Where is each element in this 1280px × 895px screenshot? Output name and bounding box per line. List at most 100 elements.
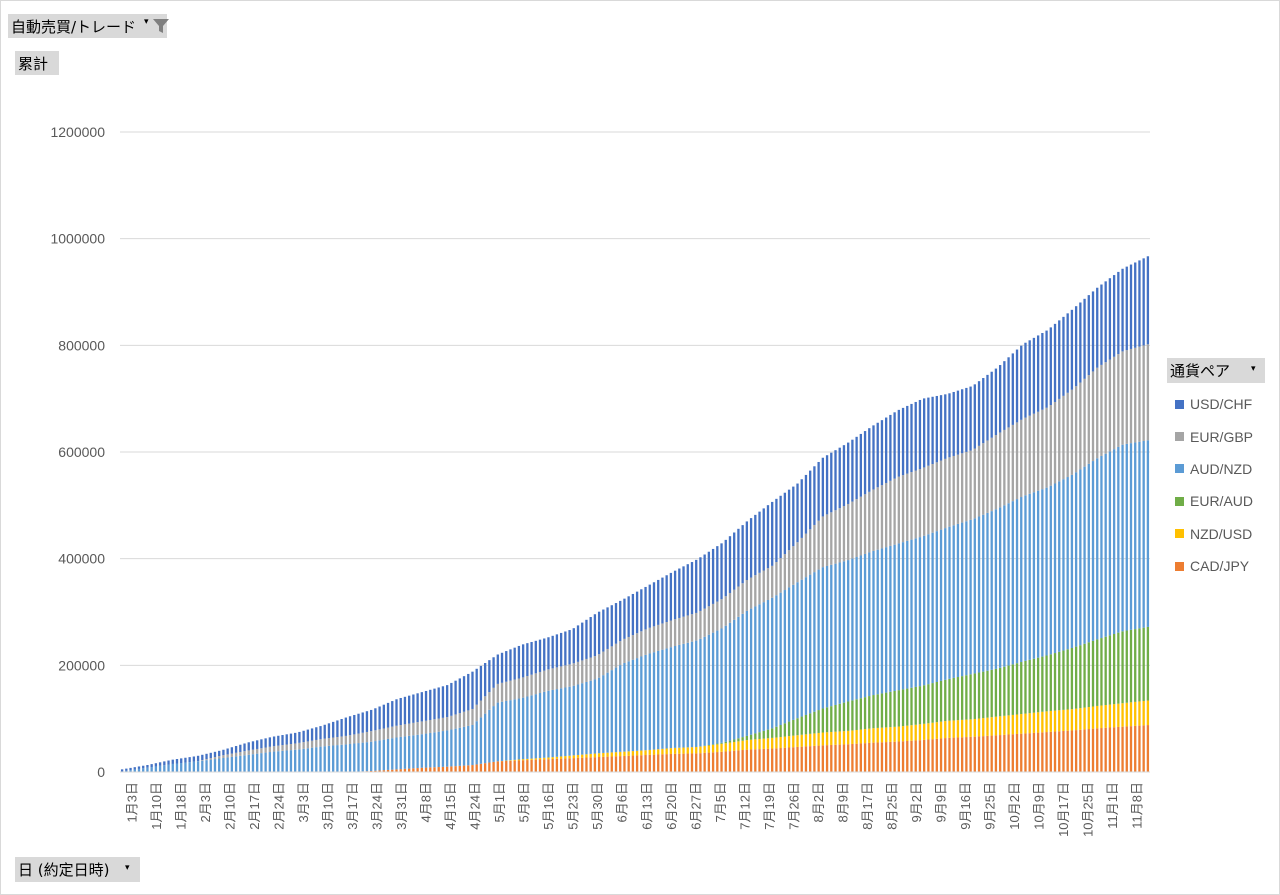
bar-segment-aud-nzd	[572, 685, 575, 756]
bar-segment-usd-chf	[901, 407, 905, 476]
bar-segment-usd-chf	[897, 409, 900, 477]
bar-segment-cad-jpy	[695, 753, 698, 772]
bar-segment-usd-chf	[420, 692, 423, 722]
chevron-down-icon[interactable]: ▾	[1251, 364, 1256, 374]
bar-segment-nzd-usd	[597, 753, 601, 757]
bar-segment-usd-chf	[125, 768, 128, 771]
bar-segment-cad-jpy	[960, 737, 964, 772]
bar-segment-cad-jpy	[842, 744, 846, 772]
legend-swatch	[1175, 464, 1184, 474]
bar-segment-eur-aud	[745, 735, 749, 741]
bar-segment-aud-nzd	[1049, 485, 1052, 655]
chevron-down-icon[interactable]: ▾	[125, 863, 130, 873]
bar-segment-nzd-usd	[733, 742, 736, 751]
chevron-down-icon[interactable]: ▾	[144, 17, 149, 27]
legend-field-button[interactable]: 通貨ペア ▾	[1167, 358, 1265, 383]
bar-segment-nzd-usd	[842, 731, 846, 745]
bar-segment-aud-nzd	[1121, 444, 1124, 632]
bar-segment-aud-nzd	[386, 738, 390, 770]
bar-segment-eur-gbp	[686, 615, 689, 643]
bar-segment-aud-nzd	[412, 735, 415, 769]
bar-segment-eur-aud	[998, 667, 1002, 717]
bar-segment-usd-chf	[205, 753, 208, 760]
bar-segment-eur-gbp	[800, 537, 803, 580]
value-field-button[interactable]: 累計	[15, 51, 59, 75]
legend-item[interactable]: AUD/NZD	[1175, 453, 1253, 485]
bar-segment-cad-jpy	[500, 761, 504, 772]
bar-segment-aud-nzd	[690, 641, 694, 748]
legend-item[interactable]: USD/CHF	[1175, 388, 1253, 420]
bar-segment-usd-chf	[762, 508, 765, 571]
bar-segment-eur-gbp	[230, 753, 234, 757]
bar-segment-nzd-usd	[880, 727, 884, 743]
x-tick-label: 7月19日	[762, 782, 777, 830]
x-tick-label: 7月5日	[713, 782, 728, 822]
legend-swatch	[1175, 561, 1184, 571]
report-filter-label: 自動売買/トレード	[11, 17, 137, 36]
bar-segment-aud-nzd	[340, 744, 343, 772]
bar-segment-cad-jpy	[479, 763, 483, 772]
bar-segment-nzd-usd	[1117, 703, 1120, 727]
bar-segment-usd-chf	[344, 717, 347, 736]
bar-segment-cad-jpy	[530, 759, 533, 772]
bar-segment-eur-aud	[817, 710, 820, 733]
bar-segment-eur-aud	[762, 730, 765, 739]
bar-segment-aud-nzd	[310, 747, 314, 772]
bar-segment-aud-nzd	[1091, 461, 1095, 641]
bar-segment-aud-nzd	[889, 545, 892, 692]
bar-segment-cad-jpy	[952, 737, 955, 772]
bar-segment-eur-gbp	[652, 626, 656, 653]
bar-segment-eur-gbp	[1142, 345, 1145, 441]
bar-segment-nzd-usd	[1049, 710, 1052, 732]
bar-segment-eur-gbp	[547, 669, 550, 691]
legend-item[interactable]: EUR/GBP	[1175, 420, 1253, 452]
bar-segment-usd-chf	[1003, 361, 1006, 430]
x-tick-label: 8月9日	[836, 782, 851, 822]
bar-segment-aud-nzd	[631, 659, 635, 752]
bar-segment-aud-nzd	[817, 569, 820, 711]
bar-segment-nzd-usd	[711, 744, 715, 753]
bar-segment-eur-aud	[1015, 663, 1019, 715]
bar-segment-nzd-usd	[1062, 709, 1065, 731]
bar-segment-usd-chf	[260, 739, 263, 749]
bar-segment-eur-gbp	[483, 696, 487, 714]
bar-segment-eur-gbp	[766, 568, 770, 600]
bar-segment-usd-chf	[1104, 281, 1107, 363]
bar-segment-aud-nzd	[256, 753, 259, 772]
bar-segment-eur-gbp	[1108, 359, 1112, 452]
bar-segment-aud-nzd	[454, 728, 457, 767]
bar-segment-cad-jpy	[1003, 734, 1006, 772]
bar-segment-usd-chf	[825, 455, 829, 515]
legend-item[interactable]: NZD/USD	[1175, 518, 1253, 550]
y-tick-label: 0	[97, 764, 105, 780]
bar-segment-usd-chf	[733, 532, 736, 590]
bar-segment-aud-nzd	[1108, 451, 1112, 636]
bar-segment-eur-gbp	[973, 448, 976, 519]
legend-item[interactable]: CAD/JPY	[1175, 550, 1253, 582]
bar-segment-cad-jpy	[1070, 730, 1074, 772]
bar-segment-eur-gbp	[1104, 362, 1107, 454]
bar-segment-eur-aud	[720, 742, 723, 744]
bar-segment-nzd-usd	[517, 759, 521, 761]
bar-segment-usd-chf	[285, 734, 288, 745]
bar-segment-eur-aud	[935, 681, 938, 723]
report-filter-button[interactable]: 自動売買/トレード ▾	[8, 14, 169, 38]
bar-segment-aud-nzd	[783, 590, 787, 724]
bar-segment-usd-chf	[526, 643, 529, 677]
legend-item[interactable]: EUR/AUD	[1175, 485, 1253, 517]
bar-segment-eur-gbp	[635, 633, 639, 659]
bar-segment-cad-jpy	[593, 757, 597, 772]
bar-segment-usd-chf	[378, 706, 381, 730]
x-tick-label: 8月17日	[860, 782, 875, 830]
bar-segment-eur-aud	[901, 689, 905, 727]
bar-segment-usd-chf	[792, 486, 795, 547]
bar-segment-eur-gbp	[437, 718, 440, 732]
bar-segment-eur-gbp	[994, 435, 998, 510]
bar-segment-aud-nzd	[158, 765, 162, 772]
x-tick-label: 2月10日	[222, 782, 237, 830]
axis-field-button[interactable]: 日 (約定日時) ▾	[15, 857, 140, 882]
bar-segment-eur-gbp	[944, 458, 947, 529]
bar-segment-aud-nzd	[745, 610, 749, 736]
bar-segment-eur-gbp	[564, 665, 567, 688]
bar-segment-aud-nzd	[171, 763, 174, 772]
